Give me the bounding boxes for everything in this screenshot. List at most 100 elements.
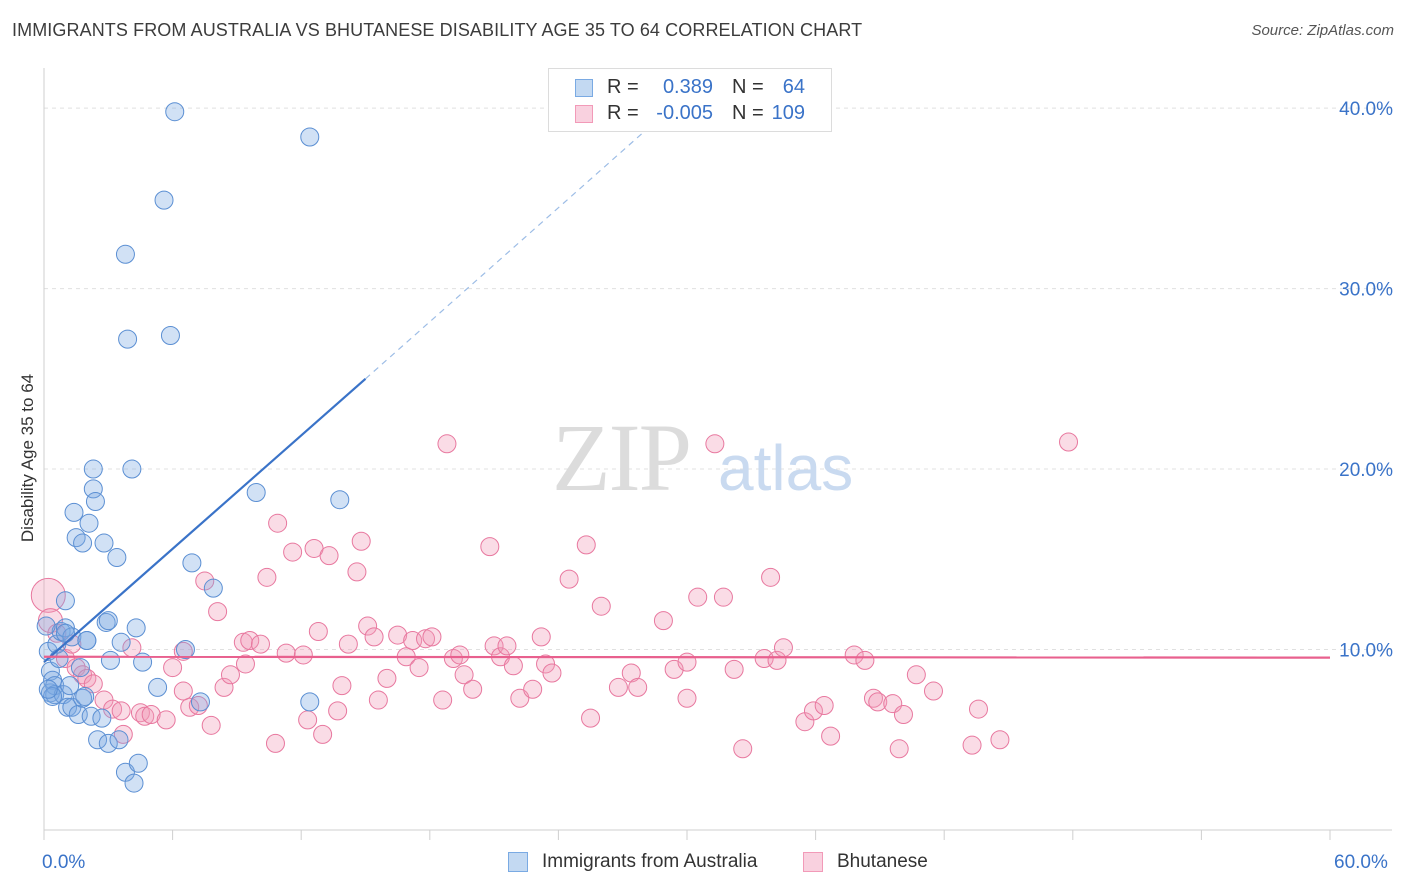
point-australia xyxy=(38,679,58,699)
point-bhutanese xyxy=(235,654,255,674)
point-bhutanese xyxy=(906,665,926,685)
point-bhutanese xyxy=(893,704,913,724)
point-australia xyxy=(98,611,118,631)
point-australia xyxy=(60,676,80,696)
point-bhutanese xyxy=(688,587,708,607)
point-australia xyxy=(165,102,185,122)
point-bhutanese xyxy=(733,739,753,759)
point-bhutanese xyxy=(677,652,697,672)
point-australia xyxy=(75,686,95,706)
point-bhutanese xyxy=(450,645,470,665)
point-bhutanese xyxy=(923,681,943,701)
point-bhutanese xyxy=(276,643,296,663)
point-australia xyxy=(73,533,93,553)
point-bhutanese xyxy=(433,690,453,710)
point-australia xyxy=(148,677,168,697)
point-australia xyxy=(55,623,75,643)
point-australia xyxy=(94,533,114,553)
n-value: 109 xyxy=(771,102,805,124)
r-label: R = xyxy=(607,76,639,98)
point-australia xyxy=(88,730,108,750)
point-bhutanese xyxy=(240,631,260,650)
watermark: ZIP atlas xyxy=(552,404,853,511)
point-bhutanese xyxy=(581,708,601,728)
point-bhutanese xyxy=(628,677,648,697)
point-bhutanese xyxy=(677,688,697,708)
point-bhutanese xyxy=(803,701,823,721)
n-label: N = xyxy=(732,76,764,98)
legend-label-australia: Immigrants from Australia xyxy=(542,851,758,872)
legend-label-bhutanese: Bhutanese xyxy=(837,851,928,872)
point-bhutanese xyxy=(233,632,253,652)
point-australia xyxy=(55,591,75,611)
point-bhutanese xyxy=(576,535,596,555)
point-bhutanese xyxy=(156,710,176,730)
point-bhutanese xyxy=(201,715,221,735)
point-australia xyxy=(70,658,90,678)
point-bhutanese xyxy=(767,650,787,670)
point-bhutanese xyxy=(250,634,270,654)
y-tick-labels: 10.0% 20.0% 30.0% 40.0% xyxy=(1339,99,1393,661)
point-bhutanese xyxy=(422,627,442,647)
point-bhutanese xyxy=(298,710,318,730)
n-label: N = xyxy=(732,102,764,124)
point-australia xyxy=(92,708,112,728)
x-tick-label-max: 60.0% xyxy=(1334,852,1388,873)
point-bhutanese xyxy=(542,663,562,683)
trend-line-australia-extension xyxy=(365,93,688,380)
point-australia xyxy=(124,773,144,793)
point-bhutanese xyxy=(214,677,234,697)
legend-swatch-bhutanese xyxy=(575,105,593,123)
point-bhutanese xyxy=(388,625,408,645)
point-bhutanese xyxy=(454,665,474,685)
point-bhutanese xyxy=(761,567,781,587)
point-bhutanese xyxy=(364,627,384,647)
stats-row-australia: R = 0.389 N = 64 xyxy=(549,75,831,101)
point-australia xyxy=(85,492,105,512)
point-bhutanese xyxy=(531,627,551,647)
point-bhutanese xyxy=(208,602,228,622)
point-bhutanese xyxy=(621,663,641,683)
point-bhutanese xyxy=(968,699,988,719)
point-bhutanese xyxy=(844,645,864,665)
point-bhutanese xyxy=(368,690,388,710)
point-australia xyxy=(83,459,103,479)
point-bhutanese xyxy=(319,546,339,566)
point-bhutanese xyxy=(265,733,285,753)
axes xyxy=(43,68,1392,840)
point-bhutanese xyxy=(990,730,1010,750)
point-bhutanese xyxy=(868,692,888,712)
point-australia xyxy=(246,483,266,503)
point-australia xyxy=(330,490,350,510)
point-australia xyxy=(122,459,142,479)
point-bhutanese xyxy=(814,695,834,715)
y-tick-label: 20.0% xyxy=(1339,460,1393,481)
chart-title: IMMIGRANTS FROM AUSTRALIA VS BHUTANESE D… xyxy=(12,20,863,40)
point-bhutanese xyxy=(889,739,909,759)
r-value: -0.005 xyxy=(656,102,713,124)
point-bhutanese xyxy=(855,650,875,670)
r-value: 0.389 xyxy=(662,76,713,98)
y-tick-label: 10.0% xyxy=(1339,641,1393,662)
point-bhutanese xyxy=(135,706,155,726)
point-australia xyxy=(203,578,223,598)
data-points xyxy=(30,102,1079,793)
watermark-atlas: atlas xyxy=(718,432,853,504)
point-australia xyxy=(79,513,99,533)
point-australia xyxy=(58,697,78,717)
point-bhutanese xyxy=(377,668,397,688)
point-bhutanese xyxy=(308,621,328,641)
point-bhutanese xyxy=(773,638,793,658)
stats-row-bhutanese: R = -0.005 N = 109 xyxy=(549,101,831,127)
point-australia xyxy=(100,650,120,670)
point-australia xyxy=(115,244,135,264)
y-tick-label: 30.0% xyxy=(1339,280,1393,301)
trend-line-australia xyxy=(43,377,367,663)
point-bhutanese xyxy=(163,658,183,678)
point-bhutanese xyxy=(559,569,579,589)
point-australia xyxy=(154,190,174,210)
point-bhutanese xyxy=(409,658,429,678)
source-credit: Source: ZipAtlas.com xyxy=(1251,22,1394,39)
point-bhutanese xyxy=(962,735,982,755)
